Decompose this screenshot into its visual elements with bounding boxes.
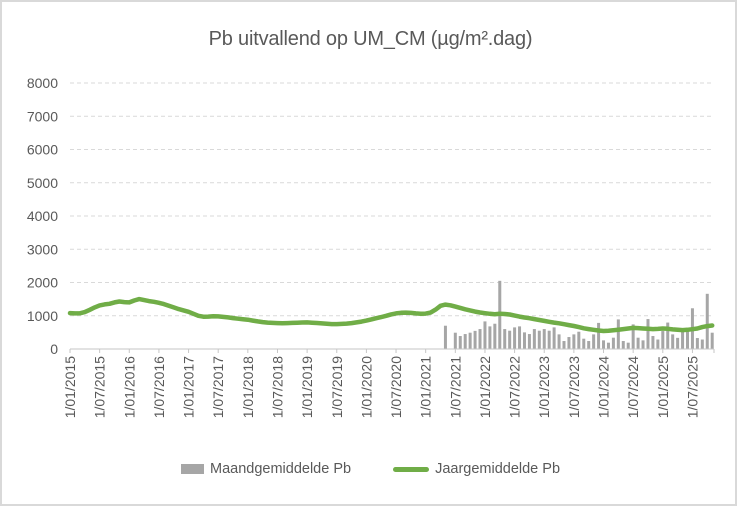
month-bar	[503, 329, 507, 349]
y-tick-label: 5000	[27, 175, 58, 191]
month-bar	[547, 330, 551, 349]
month-bar	[513, 327, 517, 349]
month-bar	[453, 332, 457, 349]
x-tick-label: 1/07/2018	[269, 356, 285, 418]
legend-item-maandgemiddelde: Maandgemiddelde Pb	[180, 461, 352, 477]
month-bar	[552, 327, 556, 349]
month-bar	[705, 293, 709, 349]
y-tick-label: 4000	[27, 208, 58, 224]
x-tick-label: 1/01/2021	[418, 356, 434, 418]
legend-label-jaargemiddelde: Jaargemiddelde Pb	[435, 461, 561, 477]
month-bar	[478, 329, 482, 349]
month-bar	[542, 329, 546, 349]
x-tick-label: 1/07/2022	[507, 356, 523, 418]
month-bar	[606, 342, 610, 349]
x-tick-label: 1/07/2016	[151, 356, 167, 418]
x-tick-label: 1/07/2020	[388, 356, 404, 418]
month-bar	[463, 334, 467, 349]
month-bar	[611, 337, 615, 349]
x-tick-label: 1/07/2024	[625, 356, 641, 418]
month-bar	[532, 329, 536, 349]
y-tick-label: 2000	[27, 275, 58, 291]
month-bar	[562, 341, 566, 349]
x-tick-label: 1/01/2025	[655, 356, 671, 418]
x-tick-label: 1/01/2016	[121, 356, 137, 418]
month-bar	[468, 332, 472, 349]
month-bar	[488, 326, 492, 349]
x-tick-label: 1/01/2018	[240, 356, 256, 418]
month-bar	[616, 319, 620, 349]
month-bar	[636, 337, 640, 349]
legend: Maandgemiddelde Pb Jaargemiddelde Pb	[2, 461, 735, 477]
month-bar	[651, 336, 655, 349]
month-bar	[483, 321, 487, 349]
y-tick-label: 7000	[27, 108, 58, 124]
month-bar	[671, 334, 675, 349]
month-bar	[493, 323, 497, 349]
month-bar	[681, 331, 685, 349]
month-bar	[676, 337, 680, 349]
y-tick-label: 6000	[27, 142, 58, 158]
month-bar	[508, 330, 512, 349]
x-tick-label: 1/01/2023	[536, 356, 552, 418]
month-bar	[458, 336, 462, 349]
month-bar	[621, 341, 625, 349]
month-bar	[557, 334, 561, 349]
x-tick-label: 1/07/2017	[210, 356, 226, 418]
x-tick-label: 1/07/2019	[329, 356, 345, 418]
legend-label-maandgemiddelde: Maandgemiddelde Pb	[209, 461, 352, 477]
x-tick-label: 1/01/2017	[181, 356, 197, 418]
legend-item-jaargemiddelde: Jaargemiddelde Pb	[393, 461, 560, 477]
trend-line	[67, 296, 715, 334]
x-tick-label: 1/07/2023	[566, 356, 582, 418]
month-bar	[666, 322, 670, 349]
y-tick-label: 1000	[27, 308, 58, 324]
x-tick-label: 1/07/2025	[684, 356, 700, 418]
month-bar	[567, 337, 571, 349]
x-tick-label: 1/01/2022	[477, 356, 493, 418]
x-tick-label: 1/01/2020	[358, 356, 374, 418]
month-bar	[518, 326, 522, 349]
month-bar	[710, 332, 714, 349]
month-bar	[626, 342, 630, 349]
month-bar	[577, 331, 581, 349]
month-bar	[527, 334, 531, 349]
month-bar	[686, 331, 689, 349]
x-tick-label: 1/01/2015	[62, 356, 78, 418]
x-tick-label: 1/01/2024	[596, 356, 612, 418]
month-bar	[443, 325, 447, 349]
chart-title: Pb uitvallend op UM_CM (µg/m².dag)	[208, 28, 533, 50]
month-bar	[537, 330, 541, 349]
month-bar	[631, 324, 635, 349]
month-bar	[602, 340, 606, 349]
month-bar	[695, 338, 699, 349]
x-tick-label: 1/07/2015	[92, 356, 108, 418]
month-bar	[641, 340, 645, 349]
bar-series-swatch	[180, 464, 204, 474]
month-bar	[700, 339, 704, 349]
month-bar	[597, 322, 601, 349]
y-tick-label: 8000	[27, 75, 58, 91]
line-series-swatch	[393, 466, 430, 472]
month-bar	[587, 341, 591, 349]
y-tick-label: 3000	[27, 241, 58, 257]
month-bar	[592, 334, 596, 349]
month-bar	[572, 334, 576, 349]
month-bar	[661, 331, 665, 349]
y-tick-label: 0	[50, 341, 58, 357]
x-tick-label: 1/07/2021	[447, 356, 463, 418]
month-bar	[656, 339, 660, 349]
month-bar	[646, 319, 650, 349]
x-tick-label: 1/01/2019	[299, 356, 315, 418]
month-bar	[582, 338, 586, 349]
month-bar	[473, 330, 477, 349]
month-bar	[522, 332, 526, 349]
